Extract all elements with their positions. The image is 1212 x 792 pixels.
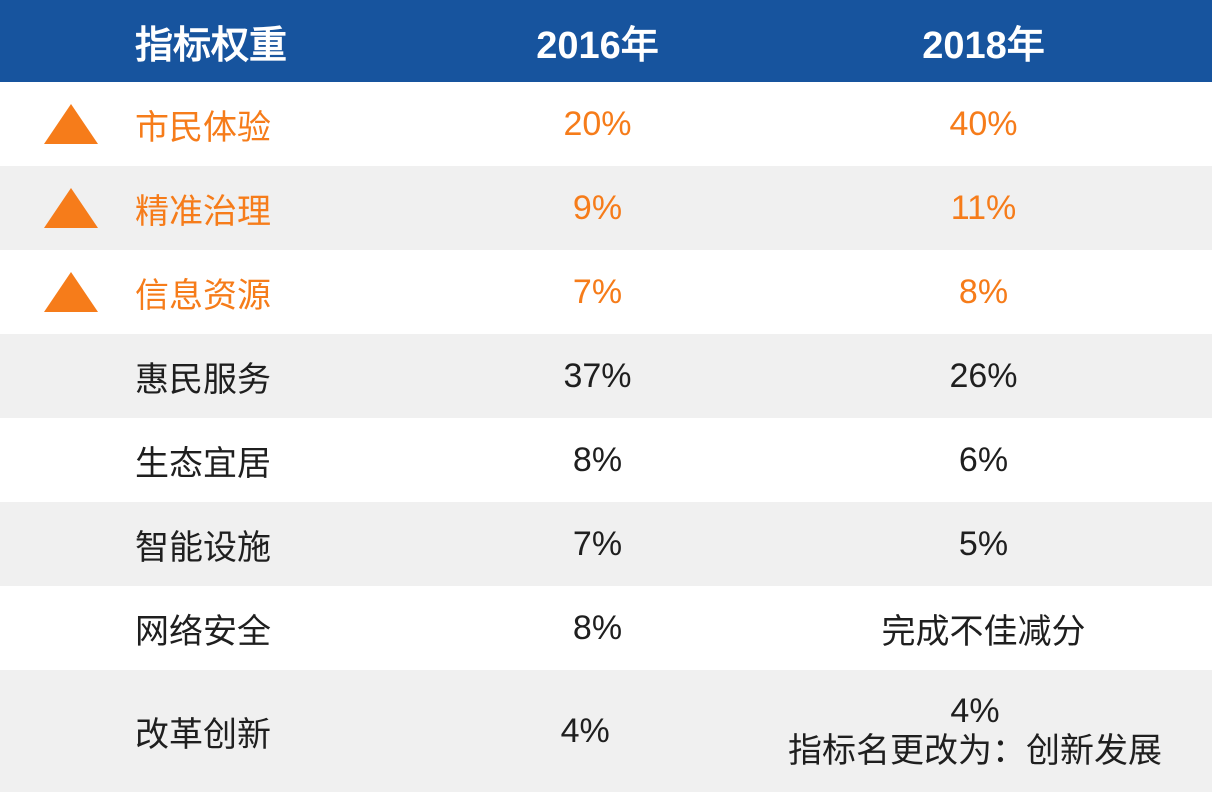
weight-2016: 8% xyxy=(572,440,623,479)
weight-2018: 6% xyxy=(958,440,1009,479)
weight-2018: 8% xyxy=(958,272,1009,311)
weight-2016: 4% xyxy=(560,711,610,750)
table-row: 市民体验 20% 40% xyxy=(0,82,1212,166)
table-header-row: 指标权重 2016年 2018年 xyxy=(0,0,1212,82)
indicator-label: 改革创新 xyxy=(135,715,271,754)
weight-2018: 11% xyxy=(950,188,1017,227)
weight-2016: 7% xyxy=(572,524,623,563)
header-cell-2016: 2016年 xyxy=(536,24,659,67)
weight-2018: 完成不佳减分 xyxy=(881,612,1086,651)
table-row: 信息资源 7% 8% xyxy=(0,250,1212,334)
weight-2018: 40% xyxy=(949,104,1018,143)
weight-2018: 5% xyxy=(958,524,1009,563)
weight-2018-note: 指标名更改为：创新发展 xyxy=(788,732,1162,770)
header-cell-indicator: 指标权重 xyxy=(135,24,288,67)
indicator-label: 智能设施 xyxy=(135,528,271,567)
weight-2016: 37% xyxy=(563,356,632,395)
table-row: 智能设施 7% 5% xyxy=(0,502,1212,586)
indicator-label: 网络安全 xyxy=(135,612,271,651)
indicator-label: 惠民服务 xyxy=(135,360,271,399)
weight-2018: 4% xyxy=(950,692,1000,730)
table-row: 网络安全 8% 完成不佳减分 xyxy=(0,586,1212,670)
table-row: 生态宜居 8% 6% xyxy=(0,418,1212,502)
trend-up-icon xyxy=(44,272,98,312)
table-row: 改革创新 4% 4% 指标名更改为：创新发展 xyxy=(0,670,1212,792)
indicator-label: 精准治理 xyxy=(135,192,271,231)
weight-2016: 8% xyxy=(572,608,623,647)
weight-2016: 7% xyxy=(572,272,623,311)
weight-2016: 20% xyxy=(563,104,632,143)
indicator-label: 市民体验 xyxy=(135,108,271,147)
trend-up-icon xyxy=(44,188,98,228)
indicator-label: 信息资源 xyxy=(135,276,271,315)
indicator-label: 生态宜居 xyxy=(135,444,271,483)
table-row: 惠民服务 37% 26% xyxy=(0,334,1212,418)
trend-up-icon xyxy=(44,104,98,144)
weight-2018: 26% xyxy=(949,356,1018,395)
weight-2016: 9% xyxy=(572,188,623,227)
table-row: 精准治理 9% 11% xyxy=(0,166,1212,250)
header-cell-2018: 2018年 xyxy=(922,24,1045,67)
